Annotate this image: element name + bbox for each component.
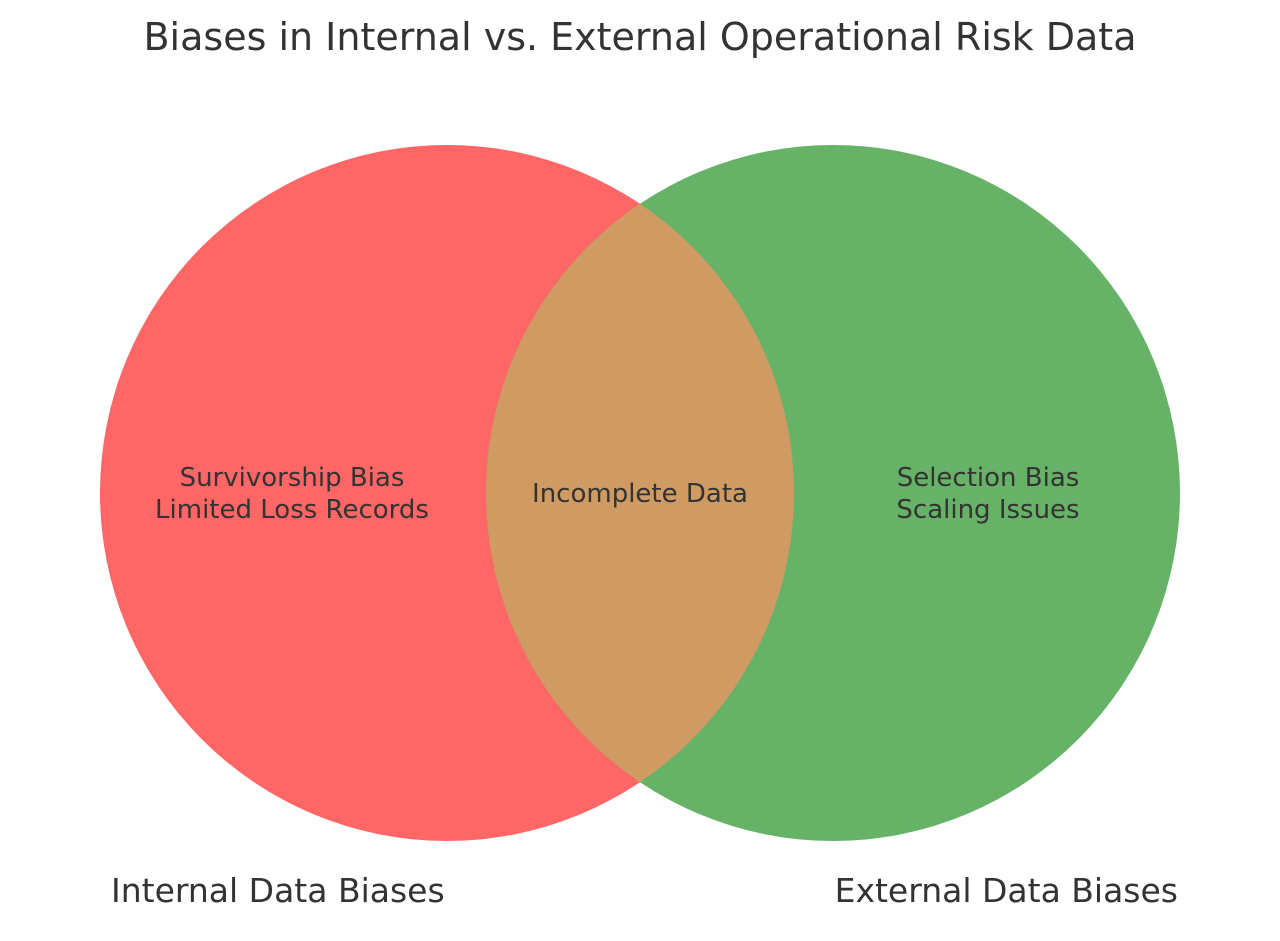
- external-item: Scaling Issues: [896, 495, 1079, 525]
- internal-item: Survivorship Bias: [180, 463, 405, 493]
- internal-set-label: Internal Data Biases: [111, 871, 445, 910]
- external-item: Selection Bias: [897, 463, 1080, 493]
- overlap-region: [486, 145, 794, 841]
- diagram-title: Biases in Internal vs. External Operatio…: [143, 15, 1136, 59]
- overlap-item: Incomplete Data: [532, 479, 748, 509]
- internal-item: Limited Loss Records: [155, 495, 429, 525]
- external-set-label: External Data Biases: [835, 871, 1178, 910]
